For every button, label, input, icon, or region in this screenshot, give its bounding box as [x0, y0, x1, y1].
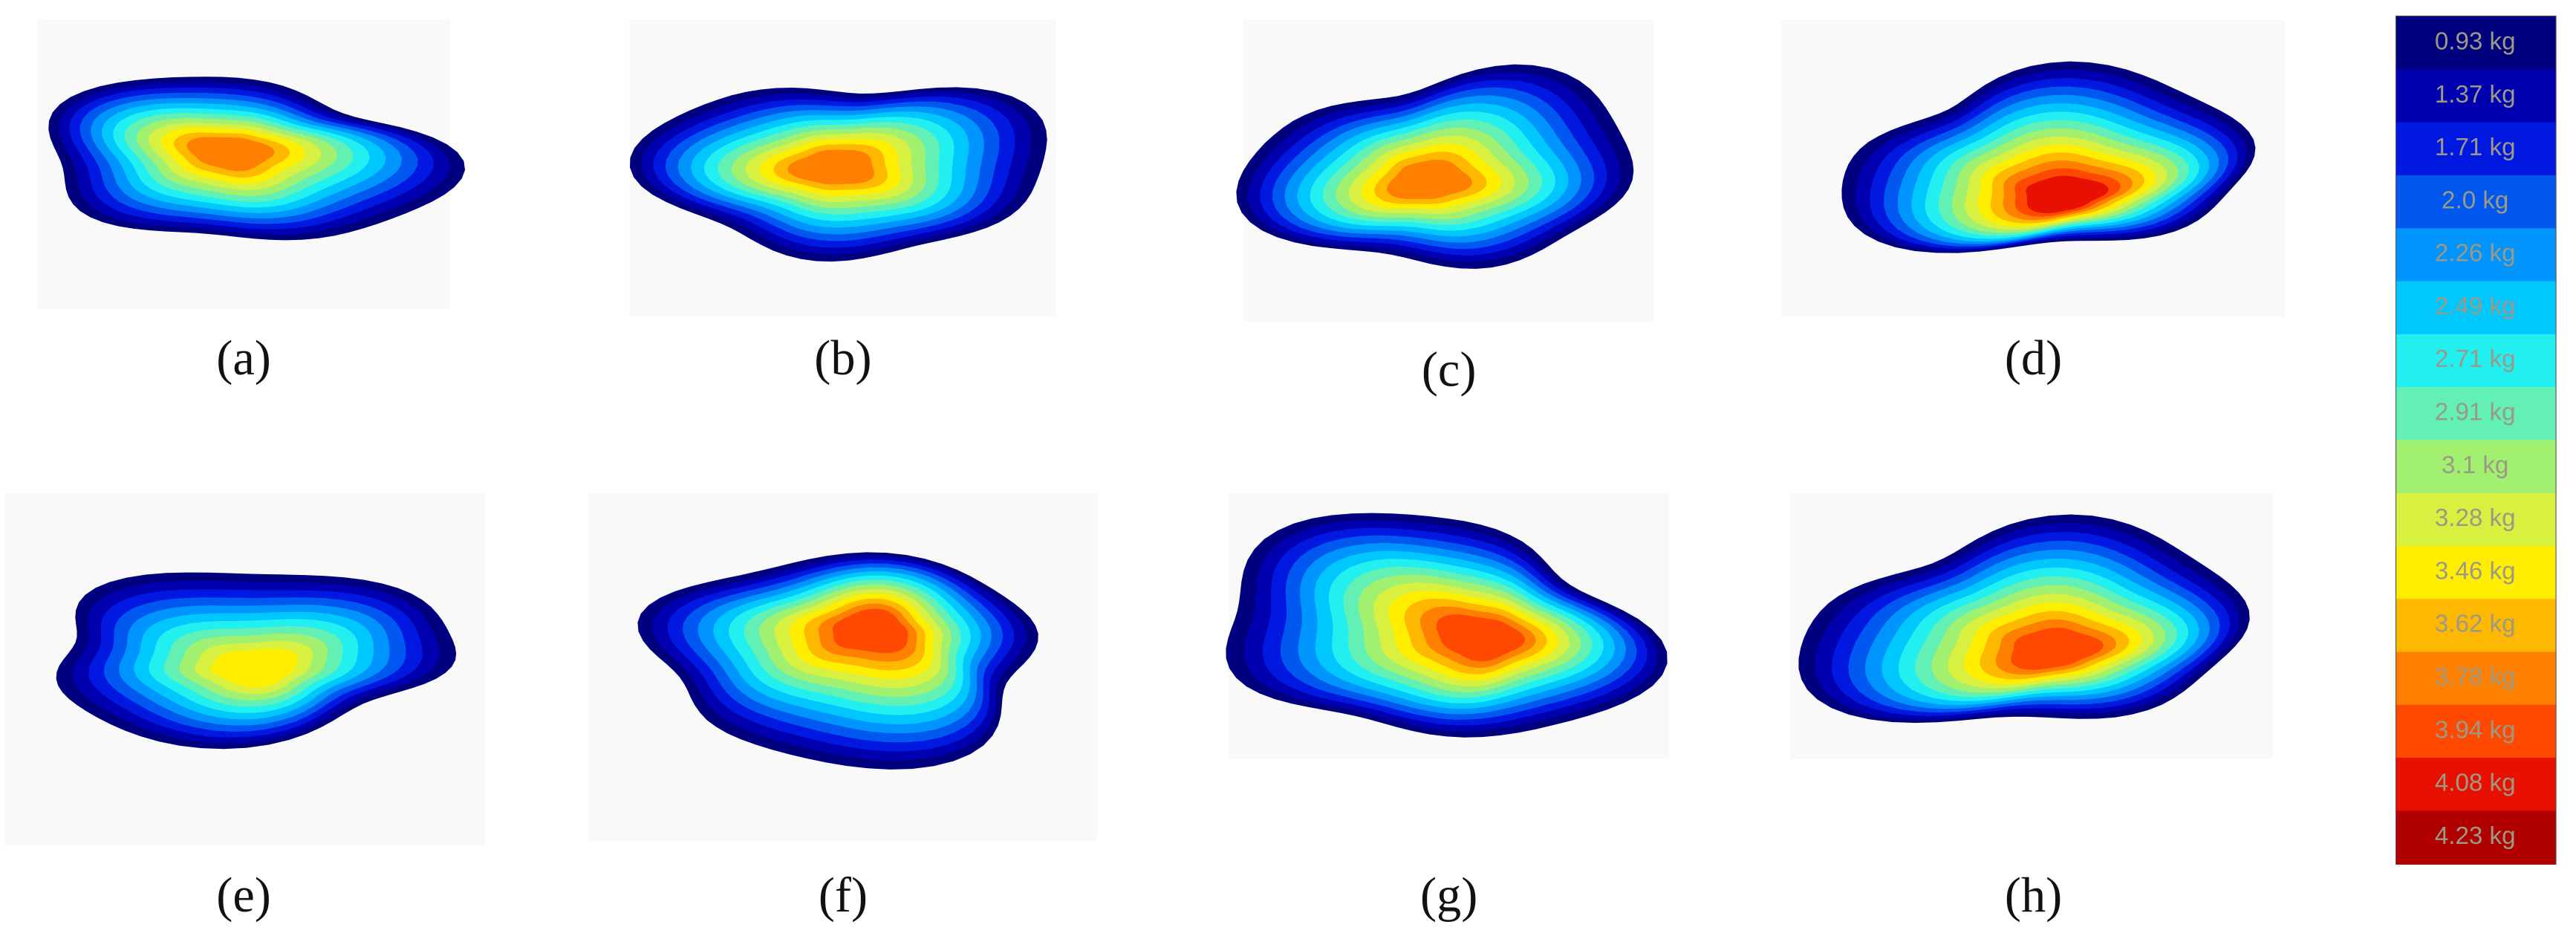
contour — [2011, 627, 2104, 670]
panels: (a) (b) (c) (d) (e) (f) (g) (h) — [4, 19, 2285, 923]
legend-swatch — [2396, 16, 2556, 71]
legend-label: 2.71 kg — [2435, 345, 2516, 373]
legend-swatch — [2396, 281, 2556, 335]
contour — [1387, 159, 1472, 199]
panel-label: (d) — [2005, 331, 2062, 386]
legend-swatch — [2396, 122, 2556, 177]
legend-label: 0.93 kg — [2435, 28, 2516, 56]
contour — [186, 137, 275, 172]
legend-swatch — [2396, 440, 2556, 494]
panel-label: (e) — [216, 868, 271, 923]
legend-swatch — [2396, 546, 2556, 600]
legend-label: 3.1 kg — [2442, 452, 2508, 479]
legend-label: 3.78 kg — [2435, 663, 2516, 691]
legend-label: 2.0 kg — [2442, 186, 2508, 214]
legend-label: 3.62 kg — [2435, 611, 2516, 638]
legend-swatch — [2396, 175, 2556, 230]
contour — [2026, 175, 2109, 213]
legend-swatch — [2396, 810, 2556, 865]
legend-label: 2.91 kg — [2435, 399, 2516, 426]
legend-label: 2.26 kg — [2435, 240, 2516, 267]
legend-label: 4.23 kg — [2435, 822, 2516, 850]
legend-swatch — [2396, 228, 2556, 282]
panel-label: (f) — [819, 868, 868, 923]
legend-label: 4.08 kg — [2435, 770, 2516, 797]
contour — [833, 608, 908, 654]
legend-swatch — [2396, 599, 2556, 653]
legend-swatch — [2396, 704, 2556, 759]
legend-label: 1.37 kg — [2435, 81, 2516, 108]
legend-label: 1.71 kg — [2435, 134, 2516, 161]
contour — [787, 149, 874, 185]
legend-swatch — [2396, 493, 2556, 547]
legend-swatch — [2396, 69, 2556, 123]
panel-label: (h) — [2005, 868, 2062, 923]
panel-label: (b) — [814, 331, 871, 386]
legend-swatch — [2396, 651, 2556, 706]
panel-label: (g) — [1420, 868, 1477, 923]
panel-label: (a) — [216, 331, 271, 386]
contour — [1436, 614, 1525, 662]
legend-swatch — [2396, 758, 2556, 812]
contour — [210, 648, 299, 688]
panel-label: (c) — [1422, 342, 1477, 397]
legend: 0.93 kg 1.37 kg 1.71 kg 2.0 kg 2.26 kg 2.49 k… — [2396, 16, 2557, 865]
legend-label: 3.28 kg — [2435, 504, 2516, 532]
legend-swatch — [2396, 334, 2556, 389]
legend-label: 3.46 kg — [2435, 557, 2516, 585]
legend-label: 3.94 kg — [2435, 716, 2516, 744]
legend-label: 2.49 kg — [2435, 293, 2516, 320]
legend-swatch — [2396, 387, 2556, 441]
